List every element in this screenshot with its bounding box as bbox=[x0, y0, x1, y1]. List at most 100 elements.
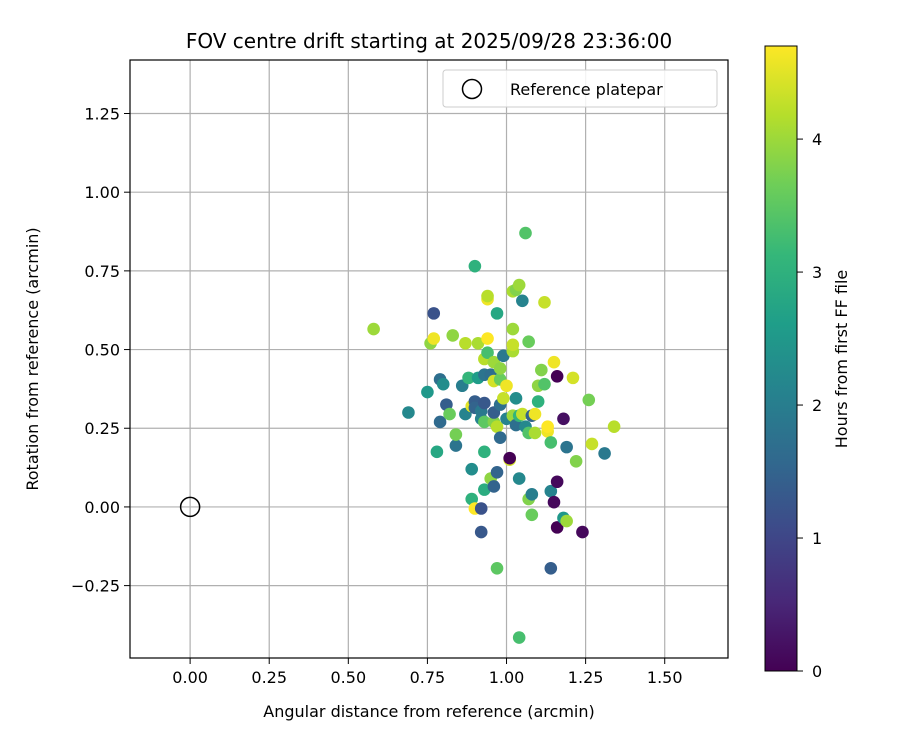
data-point bbox=[560, 440, 573, 454]
legend-marker bbox=[461, 78, 483, 100]
data-point bbox=[427, 307, 441, 320]
data-point bbox=[557, 412, 570, 426]
data-point bbox=[497, 392, 510, 405]
data-point bbox=[512, 472, 526, 485]
data-point bbox=[516, 294, 529, 308]
data-point bbox=[481, 332, 494, 345]
data-point bbox=[576, 525, 589, 539]
data-point bbox=[436, 377, 450, 391]
colorbar: 0 1 2 3 4 Hours from first FF file bbox=[764, 45, 851, 681]
reference-marker bbox=[179, 496, 201, 518]
y-tick-label: 1.25 bbox=[84, 105, 120, 124]
data-point bbox=[528, 407, 542, 421]
y-axis-ticks: −0.25 0.00 0.25 0.50 0.75 1.00 1.25 bbox=[71, 105, 130, 596]
colorbar-ticks: 0 1 2 3 4 bbox=[797, 130, 822, 681]
data-point bbox=[465, 462, 479, 476]
data-point bbox=[550, 475, 564, 489]
data-point bbox=[446, 329, 460, 342]
data-point bbox=[474, 525, 488, 539]
x-tick-label: 0.25 bbox=[251, 668, 287, 687]
colorbar-tick-label: 4 bbox=[812, 130, 822, 149]
data-point bbox=[459, 336, 472, 350]
data-point bbox=[430, 445, 444, 459]
data-point bbox=[490, 466, 504, 479]
x-tick-label: 0.75 bbox=[410, 668, 446, 687]
data-point bbox=[538, 296, 551, 309]
data-point bbox=[493, 431, 507, 444]
y-tick-label: 0.50 bbox=[84, 341, 120, 360]
x-axis-ticks: 0.00 0.25 0.50 0.75 1.00 1.25 1.50 bbox=[172, 658, 683, 687]
data-point bbox=[490, 562, 504, 575]
data-point bbox=[367, 322, 380, 336]
data-point bbox=[497, 349, 510, 363]
data-point bbox=[525, 508, 539, 522]
data-point bbox=[547, 495, 561, 509]
data-point bbox=[402, 406, 415, 419]
data-point bbox=[598, 447, 611, 460]
y-tick-label: 1.00 bbox=[84, 183, 120, 202]
data-point bbox=[478, 396, 491, 410]
data-point bbox=[503, 451, 516, 465]
x-tick-label: 0.50 bbox=[331, 668, 367, 687]
data-point bbox=[506, 322, 520, 336]
data-point bbox=[478, 445, 491, 459]
data-point bbox=[427, 332, 441, 345]
data-point bbox=[433, 415, 447, 429]
data-point bbox=[544, 484, 558, 498]
data-point bbox=[569, 454, 583, 468]
data-point bbox=[525, 488, 539, 501]
x-axis-label: Angular distance from reference (arcmin) bbox=[263, 702, 594, 721]
x-tick-label: 1.00 bbox=[489, 668, 525, 687]
legend-entry-reference: Reference platepar bbox=[510, 80, 663, 99]
data-point bbox=[443, 407, 456, 421]
y-tick-label: 0.00 bbox=[84, 498, 120, 517]
data-point bbox=[566, 371, 580, 385]
data-point bbox=[516, 407, 529, 421]
x-tick-label: 1.25 bbox=[568, 668, 604, 687]
chart-title: FOV centre drift starting at 2025/09/28 … bbox=[186, 29, 672, 53]
data-point bbox=[607, 420, 621, 433]
data-point bbox=[509, 392, 523, 405]
data-point bbox=[500, 379, 513, 393]
data-point bbox=[544, 562, 558, 575]
y-tick-label: −0.25 bbox=[71, 577, 120, 596]
data-point bbox=[528, 426, 542, 440]
data-point bbox=[544, 436, 558, 449]
data-point bbox=[512, 278, 526, 292]
data-point bbox=[462, 371, 475, 385]
data-point bbox=[478, 483, 491, 496]
data-point bbox=[519, 226, 532, 240]
reference-point bbox=[179, 496, 201, 518]
data-point bbox=[474, 502, 488, 515]
data-point bbox=[512, 631, 526, 644]
data-point bbox=[506, 338, 520, 352]
grid bbox=[130, 60, 728, 658]
data-point bbox=[550, 370, 564, 383]
data-point bbox=[522, 335, 535, 348]
data-points bbox=[367, 226, 621, 644]
data-point bbox=[560, 514, 573, 528]
data-point bbox=[481, 346, 494, 360]
data-point bbox=[481, 289, 494, 303]
data-point bbox=[550, 521, 564, 534]
legend: Reference platepar bbox=[442, 69, 718, 108]
plot-frame bbox=[129, 59, 729, 659]
legend-box bbox=[442, 69, 718, 108]
y-axis-label: Rotation from reference (arcmin) bbox=[23, 227, 42, 490]
y-tick-label: 0.75 bbox=[84, 262, 120, 281]
data-point bbox=[487, 480, 501, 493]
data-point bbox=[490, 420, 504, 433]
colorbar-tick-label: 0 bbox=[812, 662, 822, 681]
data-point bbox=[531, 395, 545, 408]
data-point bbox=[468, 259, 482, 273]
colorbar-tick-label: 3 bbox=[812, 263, 822, 282]
data-point bbox=[449, 439, 463, 452]
x-tick-label: 1.50 bbox=[647, 668, 683, 687]
data-point bbox=[490, 307, 504, 320]
colorbar-label: Hours from first FF file bbox=[832, 270, 851, 449]
data-point bbox=[585, 437, 599, 451]
x-tick-label: 0.00 bbox=[172, 668, 208, 687]
data-point bbox=[535, 363, 548, 377]
data-point bbox=[471, 336, 485, 350]
